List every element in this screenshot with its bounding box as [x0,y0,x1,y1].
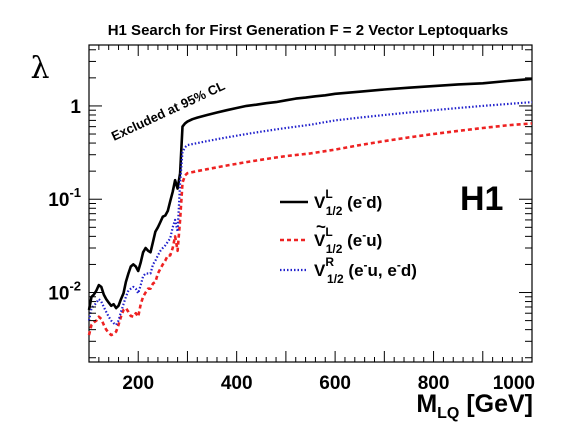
x-tick-label: 600 [319,373,351,394]
x-axis-label: MLQ [GeV] [416,390,533,422]
legend-tilde: ~ [316,217,326,236]
series-line-3 [87,101,533,326]
chart-title: H1 Search for First Generation F = 2 Vec… [108,22,509,39]
legend-label-1: VL 1/2 (e-d) [314,187,382,218]
y-tick-label: 10-1 [48,185,81,211]
series-line-2 [87,122,533,337]
x-tick-label: 1000 [493,373,535,394]
experiment-mark: H1 [460,180,503,218]
y-tick-label: 1 [70,97,81,118]
y-axis-label: λ [30,51,49,86]
x-tick-label: 400 [221,373,253,394]
legend-label-3: VR 1/2 (e-u, e-d) [314,255,417,286]
x-tick-label: 200 [122,373,154,394]
legend-label-2: VL 1/2 (e-u) [314,225,382,256]
legend: VL 1/2 (e-d) VL 1/2 (e-u)~ VR 1/2 (e-u, e-d) [280,187,417,286]
plot-area [87,77,533,337]
y-tick-label: 10-2 [48,279,81,305]
series-line-1 [87,77,533,311]
axes: 200 400 600 800 1000 10-2 10-1 1 [48,45,535,394]
x-tick-label: 800 [418,373,450,394]
